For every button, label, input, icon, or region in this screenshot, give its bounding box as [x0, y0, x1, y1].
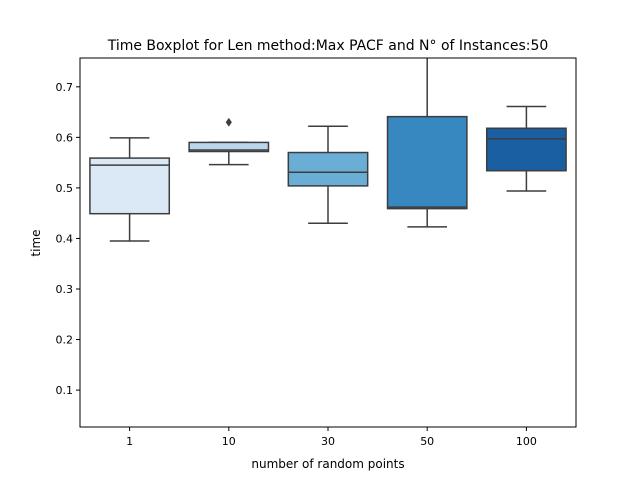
x-tick-label: 1: [126, 435, 133, 448]
y-tick-label: 0.2: [56, 334, 74, 347]
plot-frame: [79, 57, 577, 428]
y-tick-label: 0.5: [56, 182, 74, 195]
box-100: [485, 127, 567, 172]
y-axis-label: time: [29, 229, 43, 256]
x-tick-label: 10: [222, 435, 236, 448]
box-30: [287, 151, 369, 187]
chart-title: Time Boxplot for Len method:Max PACF and…: [107, 38, 549, 54]
x-tick-label: 30: [321, 435, 335, 448]
x-axis-label: number of random points: [251, 457, 404, 471]
x-tick-label: 50: [420, 435, 434, 448]
y-tick-label: 0.3: [56, 283, 74, 296]
y-tick-label: 0.4: [56, 232, 74, 245]
y-tick-label: 0.7: [56, 81, 74, 94]
x-tick-label: 100: [516, 435, 537, 448]
box-50: [386, 115, 468, 210]
plot-area: 0.1 0.2 0.3 0.4 0.5 0.6 0.7 1 10 30 50 100: [56, 58, 567, 448]
y-tick-label: 0.1: [56, 384, 74, 397]
box-1: [89, 157, 171, 215]
box-10: [188, 141, 270, 153]
y-tick-label: 0.6: [56, 131, 74, 144]
outlier-point: [225, 117, 232, 127]
